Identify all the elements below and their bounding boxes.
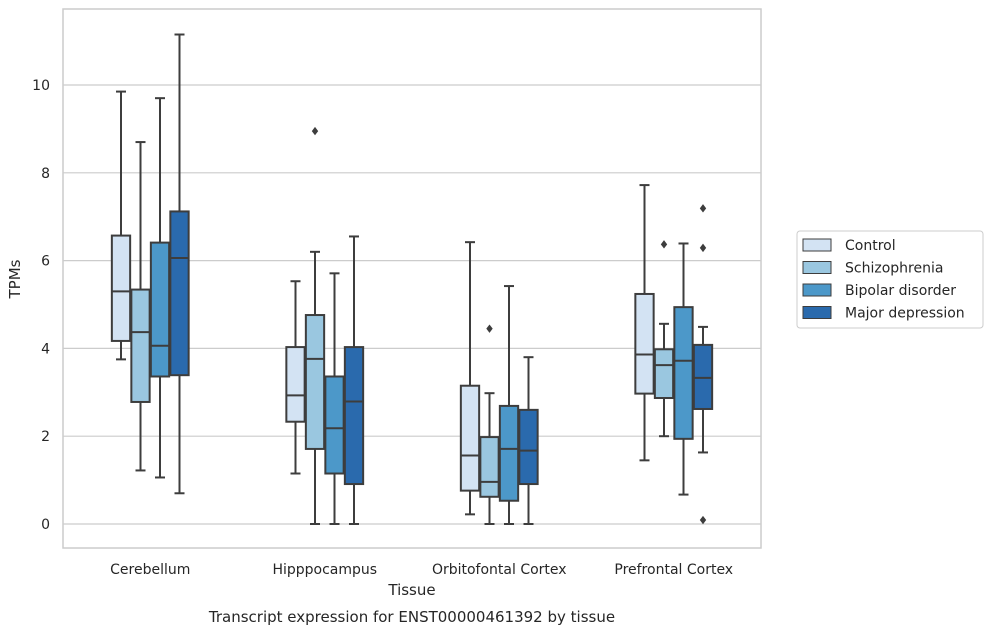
y-axis-label: TPMs — [6, 259, 24, 299]
box-0-2 — [149, 97, 171, 479]
box-3-1 — [653, 240, 675, 438]
x-tick-labels: Cerebellum Hipppocampus Orbitofontal Corte… — [110, 562, 733, 578]
legend-item: Major depression — [802, 306, 965, 322]
box-1-1 — [304, 126, 326, 525]
box-series — [110, 33, 714, 525]
legend-frame — [796, 230, 984, 329]
box-iqr — [149, 241, 171, 378]
box-iqr — [130, 288, 151, 403]
x-tick-label: Hipppocampus — [272, 562, 377, 578]
x-tick-label: Orbitofontal Cortex — [432, 562, 567, 578]
box-iqr — [285, 346, 306, 423]
legend-swatch — [802, 283, 832, 297]
box-3-2 — [673, 242, 694, 496]
y-tick-label: 2 — [41, 429, 50, 445]
legend-item: Bipolar disorder — [802, 283, 956, 299]
y-tick-label: 8 — [41, 166, 50, 182]
figure-caption: Transcript expression for ENST0000046139… — [208, 608, 615, 626]
box-iqr — [304, 314, 326, 450]
box-1-2 — [324, 272, 345, 525]
box-3-3 — [692, 204, 714, 525]
outlier-point — [699, 243, 707, 253]
box-iqr — [673, 306, 694, 440]
box-iqr — [459, 384, 481, 492]
box-iqr — [634, 292, 655, 395]
x-tick-label: Cerebellum — [110, 562, 190, 578]
box-iqr — [343, 346, 365, 486]
y-tick-label: 10 — [32, 78, 50, 94]
y-tick-label: 6 — [41, 254, 50, 270]
y-tick-label: 4 — [41, 341, 50, 357]
outlier-point — [486, 324, 493, 333]
legend-item: Schizophrenia — [802, 261, 943, 277]
x-axis-label: Tissue — [387, 581, 435, 599]
legend-label: Major depression — [845, 306, 965, 322]
box-iqr — [653, 348, 675, 400]
box-2-1 — [479, 324, 500, 525]
box-1-3 — [343, 235, 365, 525]
legend-swatch — [802, 261, 832, 274]
legend-swatch — [802, 238, 832, 252]
y-tick-label: 0 — [41, 517, 50, 533]
legend-item: Control — [802, 238, 896, 254]
box-iqr — [479, 436, 500, 498]
box-iqr — [498, 404, 520, 502]
y-tick-labels: 0 2 4 6 8 10 — [32, 78, 50, 533]
box-1-0 — [285, 280, 306, 475]
outlier-point — [311, 126, 319, 136]
legend-label: Bipolar disorder — [845, 283, 956, 299]
box-3-0 — [634, 184, 655, 462]
box-iqr — [518, 408, 539, 486]
box-0-3 — [169, 33, 190, 495]
box-iqr — [324, 375, 345, 475]
box-0-0 — [110, 90, 132, 361]
plot-frame — [62, 8, 762, 549]
box-2-2 — [498, 285, 520, 525]
box-2-0 — [459, 241, 481, 516]
box-2-3 — [518, 356, 539, 525]
outlier-point — [699, 204, 707, 213]
box-0-1 — [130, 141, 151, 472]
outlier-point — [699, 515, 707, 525]
legend: Control Schizophrenia Bipolar disorder Majo… — [796, 230, 984, 329]
legend-label: Schizophrenia — [845, 261, 943, 277]
box-iqr — [169, 210, 190, 377]
legend-swatch — [802, 306, 832, 319]
x-tick-label: Prefrontal Cortex — [614, 562, 733, 578]
outlier-point — [660, 240, 668, 249]
box-iqr — [110, 234, 132, 342]
legend-label: Control — [845, 238, 896, 254]
